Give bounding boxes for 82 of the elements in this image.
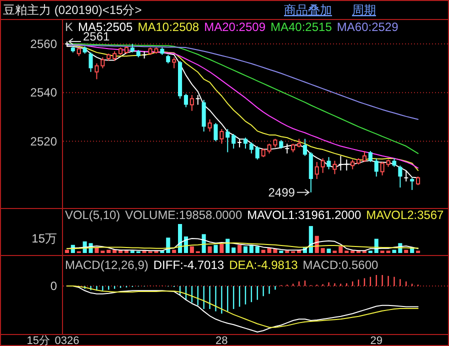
- x-tick-label: 28: [216, 335, 228, 346]
- x-tick-label: 0326: [54, 335, 80, 346]
- bar: [238, 244, 242, 253]
- candlestick: [88, 52, 93, 72]
- bar: [320, 248, 325, 253]
- candlestick: [344, 159, 349, 171]
- series-label: MACD:0.5600: [302, 258, 378, 272]
- bar: [255, 246, 260, 253]
- text: 商品叠加: [284, 3, 332, 17]
- annotation: 2499: [268, 185, 296, 200]
- candlestick: [226, 128, 230, 153]
- text: 周期: [352, 3, 376, 17]
- candlestick: [350, 159, 355, 170]
- text: 15万: [32, 232, 57, 246]
- candlestick: [94, 62, 99, 80]
- candlestick: [320, 158, 325, 174]
- text: DEA:-4.9813: [229, 258, 298, 272]
- bar: [112, 250, 117, 253]
- series-label: MA10:2508: [138, 20, 200, 34]
- bar: [392, 250, 396, 253]
- candlestick: [326, 156, 331, 170]
- text: MA40:2515: [270, 20, 332, 34]
- candlestick: [142, 50, 146, 60]
- bar: [226, 238, 230, 253]
- bar: [214, 244, 218, 253]
- bar: [338, 246, 343, 253]
- y-tick-label: 2560: [30, 36, 58, 51]
- candlestick: [208, 118, 212, 132]
- candlestick: [172, 56, 176, 69]
- y-tick-label: 2540: [30, 86, 58, 100]
- series-label: DIFF:-4.7013: [153, 258, 224, 272]
- bar: [243, 246, 248, 253]
- bar: [326, 248, 331, 253]
- bar: [220, 244, 224, 253]
- candlestick: [243, 137, 248, 150]
- bar: [64, 250, 69, 253]
- bar: [190, 246, 194, 253]
- candlestick: [338, 155, 343, 171]
- candlestick: [374, 158, 378, 178]
- bar: [404, 250, 408, 253]
- candlestick: [380, 161, 384, 176]
- bar: [232, 247, 236, 253]
- candlestick: [285, 143, 290, 154]
- x-axis-title: 15分: [26, 335, 50, 346]
- text: MA60:2529: [336, 20, 399, 34]
- y-tick-label: 2520: [30, 134, 58, 148]
- bar: [208, 246, 212, 253]
- candlestick: [368, 150, 372, 162]
- candlestick: [332, 160, 337, 175]
- bar: [178, 224, 182, 253]
- candlestick: [112, 50, 117, 62]
- text: MA20:2509: [204, 20, 266, 34]
- bar: [308, 226, 313, 253]
- bar: [94, 247, 99, 253]
- chart-title: MACD(12,26,9): [65, 258, 148, 272]
- candlestick: [190, 94, 194, 112]
- candlestick: [232, 133, 236, 150]
- candlestick: [249, 142, 254, 154]
- candlestick: [196, 94, 200, 106]
- bar: [261, 250, 266, 253]
- text: 0: [50, 279, 58, 294]
- series-label: VOLUME:19858.0000: [125, 208, 242, 222]
- candlestick: [220, 128, 224, 144]
- bar: [106, 250, 111, 253]
- x-tick-label: 29: [370, 335, 382, 346]
- candlestick: [100, 56, 105, 69]
- candlestick: [214, 122, 218, 142]
- chart-title: VOL(5,10): [65, 208, 120, 222]
- candlestick: [362, 150, 366, 162]
- candlestick: [410, 177, 414, 190]
- bar: [172, 250, 176, 253]
- chart-title: 豆粕主力 (020190)<15分>: [3, 3, 142, 17]
- line-series: [66, 44, 419, 120]
- candlestick: [314, 161, 319, 180]
- text: MAVOL2:3567: [366, 208, 444, 222]
- series-label: MAVOL1:31961.2000: [247, 208, 362, 222]
- candlestick: [255, 146, 260, 160]
- chart-subtitle: K: [65, 20, 74, 34]
- candlestick: [184, 93, 188, 108]
- candlestick: [302, 138, 307, 156]
- candlestick: [398, 165, 402, 188]
- bar: [249, 244, 254, 253]
